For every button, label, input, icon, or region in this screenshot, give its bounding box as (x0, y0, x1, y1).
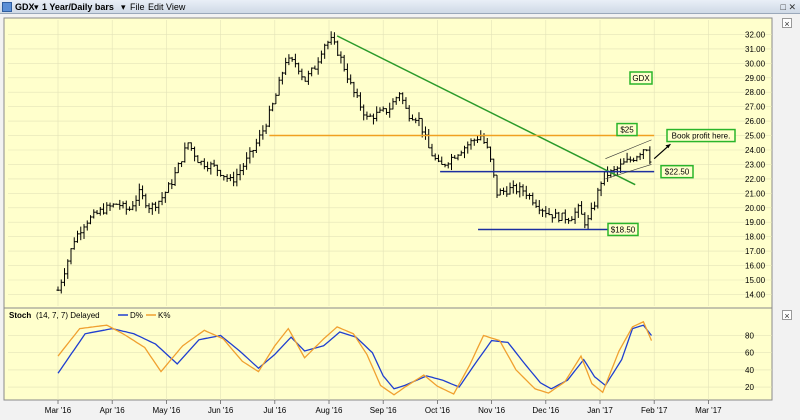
label-18-50: $18.50 (611, 225, 636, 234)
date-tick-label: Jan '17 (587, 406, 613, 415)
price-tick-label: 18.00 (745, 233, 766, 242)
price-tick-label: 28.00 (745, 88, 766, 97)
price-tick-label: 24.00 (745, 146, 766, 155)
channel-lower (605, 164, 652, 180)
date-tick-label: Oct '16 (425, 406, 451, 415)
price-tick-label: 31.00 (745, 45, 766, 54)
close-icon[interactable]: ✕ (788, 2, 796, 12)
menu-edit[interactable]: Edit (148, 2, 164, 12)
chart-canvas: 14.00 15.00 16.00 17.00 18.00 19.00 20.00 21.00… (3, 17, 773, 415)
stoch-tick-label: 60 (745, 349, 754, 358)
price-tick-label: 26.00 (745, 117, 766, 126)
label-18-50-box (607, 222, 639, 237)
book-profit-label-box (666, 128, 736, 143)
date-axis: Mar '16 Apr '16 May '16 Jun '16 Jul '16 Aug '… (45, 400, 722, 415)
profit-arrowhead (665, 144, 671, 149)
date-tick-label: Mar '16 (45, 406, 72, 415)
maximize-icon[interactable]: □ (780, 2, 786, 12)
app-icon[interactable] (2, 2, 12, 12)
gdx-label: GDX (632, 74, 650, 83)
price-tick-label: 16.00 (745, 262, 766, 271)
price-tick-label: 20.00 (745, 204, 766, 213)
price-bars (56, 31, 652, 294)
date-tick-label: Feb '17 (641, 406, 668, 415)
price-tick-label: 32.00 (745, 30, 766, 39)
date-tick-label: Jul '16 (263, 406, 286, 415)
price-tick-label: 19.00 (745, 218, 766, 227)
price-axis: 14.00 15.00 16.00 17.00 18.00 19.00 20.00 21.00… (745, 30, 766, 299)
menu-view[interactable]: View (166, 2, 186, 12)
stoch-tick-label: 80 (745, 331, 754, 340)
stoch-lines (57, 320, 653, 396)
stoch-tick-label: 40 (745, 366, 754, 375)
stoch-params: (14, 7, 7) Delayed (36, 311, 100, 320)
window-title-bar: GDX ▾ 1 Year/Daily bars ▾ File Edit View… (0, 0, 800, 14)
price-tick-label: 14.00 (745, 290, 766, 299)
price-tick-label: 30.00 (745, 59, 766, 68)
label-22-50: $22.50 (665, 168, 690, 177)
price-grid (8, 20, 772, 306)
stoch-axis: 20 40 60 80 (745, 331, 754, 392)
stoch-tick-label: 20 (745, 383, 754, 392)
stoch-k-line (57, 320, 653, 396)
price-tick-label: 23.00 (745, 160, 766, 169)
label-25: $25 (620, 126, 634, 135)
stoch-close-icon[interactable]: × (782, 310, 792, 321)
price-tick-label: 25.00 (745, 132, 766, 141)
legend-k: K% (158, 311, 170, 320)
label-25-box (616, 122, 638, 137)
date-tick-label: Nov '16 (478, 406, 505, 415)
chevron-down-icon[interactable]: ▾ (34, 2, 39, 12)
downtrend-line (336, 35, 636, 186)
date-tick-label: Dec '16 (532, 406, 559, 415)
date-tick-label: May '16 (153, 406, 181, 415)
legend-d: D% (130, 311, 143, 320)
gdx-label-box (629, 71, 653, 85)
price-tick-label: 29.00 (745, 74, 766, 83)
chevron-down-icon[interactable]: ▾ (121, 2, 126, 12)
date-tick-label: Aug '16 (316, 406, 343, 415)
window-controls: □ ✕ (781, 1, 797, 13)
date-tick-label: Mar '17 (695, 406, 722, 415)
timeframe-label[interactable]: 1 Year/Daily bars (42, 2, 114, 12)
date-tick-label: Sep '16 (370, 406, 397, 415)
price-tick-label: 27.00 (745, 103, 766, 112)
stoch-title: Stoch (9, 311, 31, 320)
channel-upper (605, 139, 652, 159)
stoch-header: Stoch (14, 7, 7) Delayed D% K% (9, 311, 170, 320)
price-panel (3, 17, 773, 313)
overlays: GDX $25 $22.50 $18.50 Book profit here. (269, 35, 736, 237)
price-tick-label: 22.00 (745, 175, 766, 184)
price-tick-label: 15.00 (745, 276, 766, 285)
panel-close-icon[interactable]: × (782, 18, 792, 29)
stoch-panel (3, 307, 773, 401)
stoch-grid (8, 310, 772, 400)
book-profit-label: Book profit here. (672, 132, 731, 141)
label-22-50-box (660, 164, 694, 179)
price-tick-label: 21.00 (745, 189, 766, 198)
price-tick-label: 17.00 (745, 247, 766, 256)
menu-file[interactable]: File (130, 2, 145, 12)
date-tick-label: Apr '16 (100, 406, 126, 415)
symbol-label[interactable]: GDX (15, 2, 35, 12)
date-tick-label: Jun '16 (208, 406, 234, 415)
